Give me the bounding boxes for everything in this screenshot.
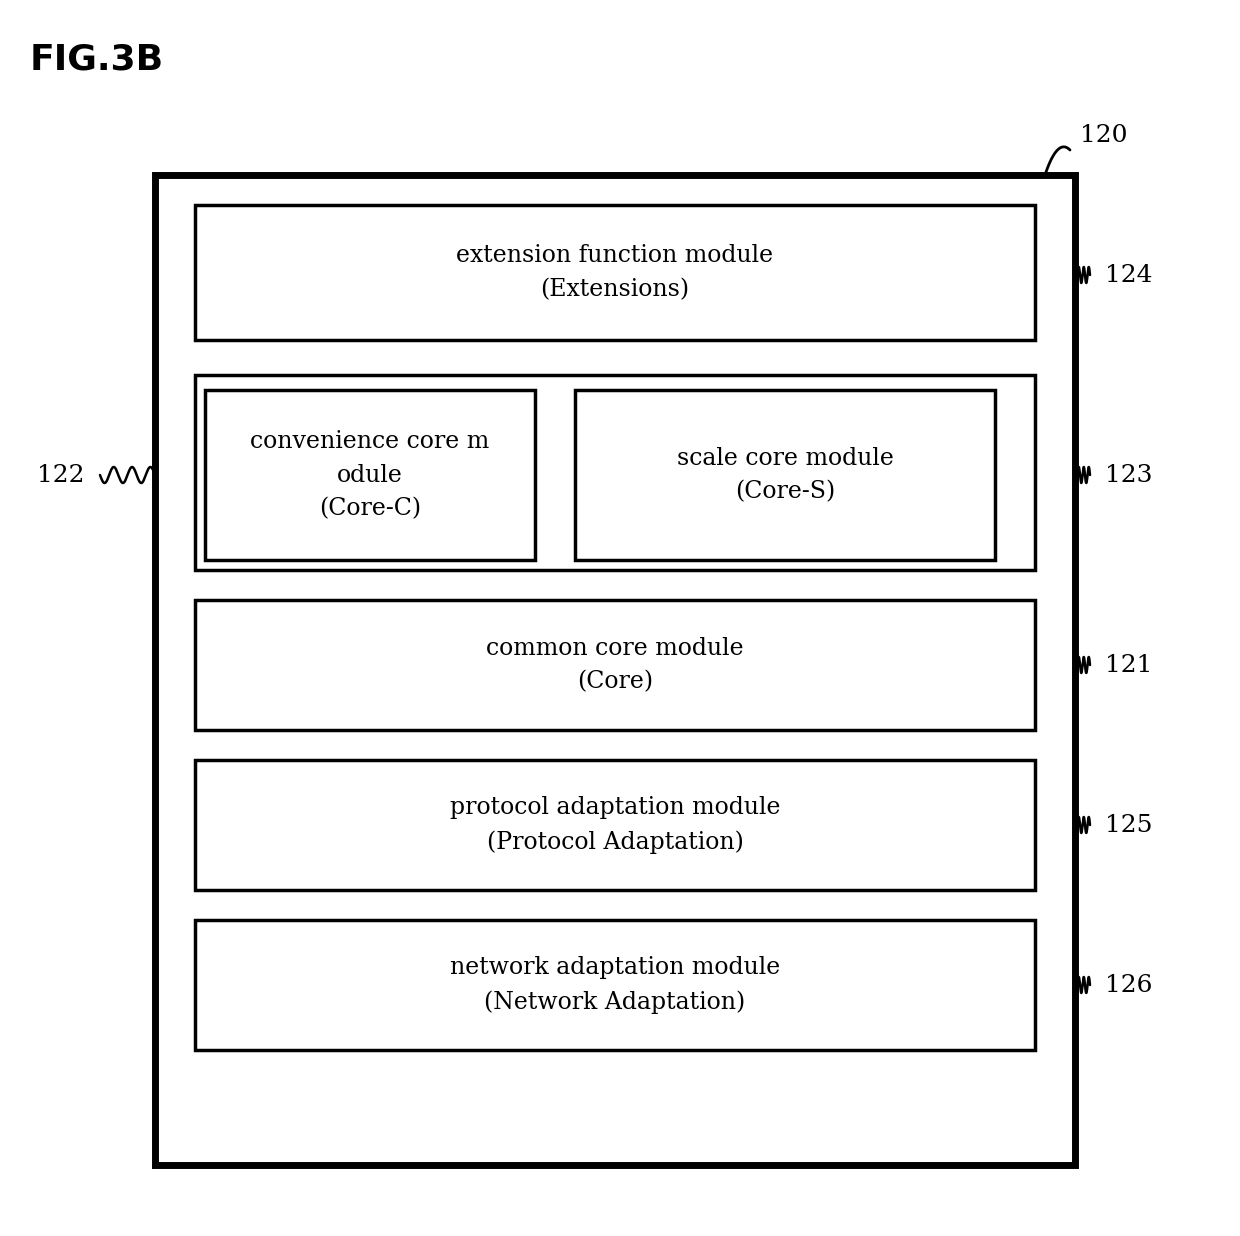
Bar [195, 760, 1035, 890]
Text: common core module
(Core): common core module (Core) [486, 637, 744, 693]
Text: 126: 126 [1105, 974, 1152, 996]
Text: 125: 125 [1105, 813, 1152, 837]
Bar [195, 599, 1035, 730]
Text: network adaptation module
(Network Adaptation): network adaptation module (Network Adapt… [450, 957, 780, 1014]
Bar [575, 391, 994, 560]
Text: extension function module
(Extensions): extension function module (Extensions) [456, 243, 774, 300]
Bar [155, 176, 1075, 1166]
Text: 121: 121 [1105, 654, 1152, 676]
Text: 120: 120 [1080, 124, 1127, 147]
Text: 122: 122 [37, 464, 86, 487]
Text: 123: 123 [1105, 464, 1152, 487]
Text: 124: 124 [1105, 263, 1152, 287]
Text: FIG.3B: FIG.3B [30, 43, 164, 77]
Text: convenience core m
odule
(Core-C): convenience core m odule (Core-C) [250, 430, 490, 520]
Bar [195, 920, 1035, 1051]
Text: protocol adaptation module
(Protocol Adaptation): protocol adaptation module (Protocol Ada… [450, 796, 780, 854]
Text: scale core module
(Core-S): scale core module (Core-S) [677, 446, 894, 503]
Bar [205, 391, 534, 560]
Bar [195, 205, 1035, 340]
Bar [195, 375, 1035, 570]
